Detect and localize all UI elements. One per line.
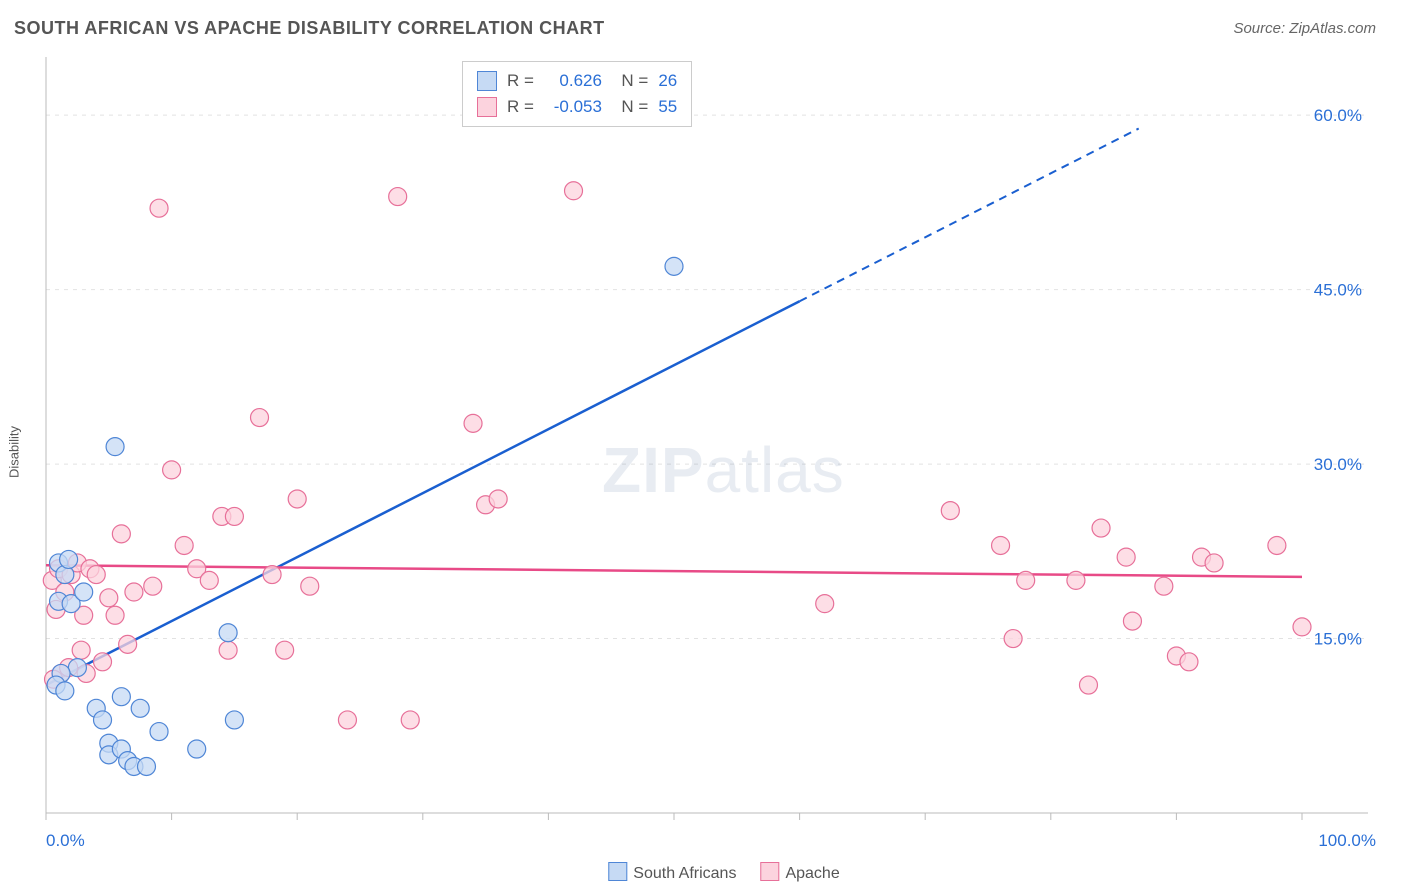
chart-title: SOUTH AFRICAN VS APACHE DISABILITY CORRE…: [14, 18, 605, 39]
x-min-label: 0.0%: [46, 831, 85, 851]
scatter-chart: 15.0% 30.0% 45.0% 60.0%: [42, 53, 1372, 823]
svg-text:60.0%: 60.0%: [1314, 106, 1362, 125]
x-axis-end-labels: 0.0% 100.0%: [42, 831, 1380, 851]
legend-item-apache: Apache: [760, 862, 839, 883]
svg-text:45.0%: 45.0%: [1314, 281, 1362, 300]
stats-row-south_africans: R = 0.626 N = 26: [477, 68, 677, 94]
stats-legend: R = 0.626 N = 26R = -0.053 N = 55: [462, 61, 692, 127]
chart-container: Disability 15.0%30.0%45.0%60.0% ZIPatlas…: [42, 53, 1406, 851]
stats-row-apache: R = -0.053 N = 55: [477, 94, 677, 120]
legend-item-south_africans: South Africans: [608, 862, 736, 883]
svg-text:30.0%: 30.0%: [1314, 455, 1362, 474]
series-legend: South Africans Apache: [608, 862, 839, 883]
x-max-label: 100.0%: [1318, 831, 1376, 851]
svg-text:15.0%: 15.0%: [1314, 630, 1362, 649]
y-axis-label: Disability: [7, 426, 22, 478]
source-attribution: Source: ZipAtlas.com: [1233, 20, 1376, 37]
